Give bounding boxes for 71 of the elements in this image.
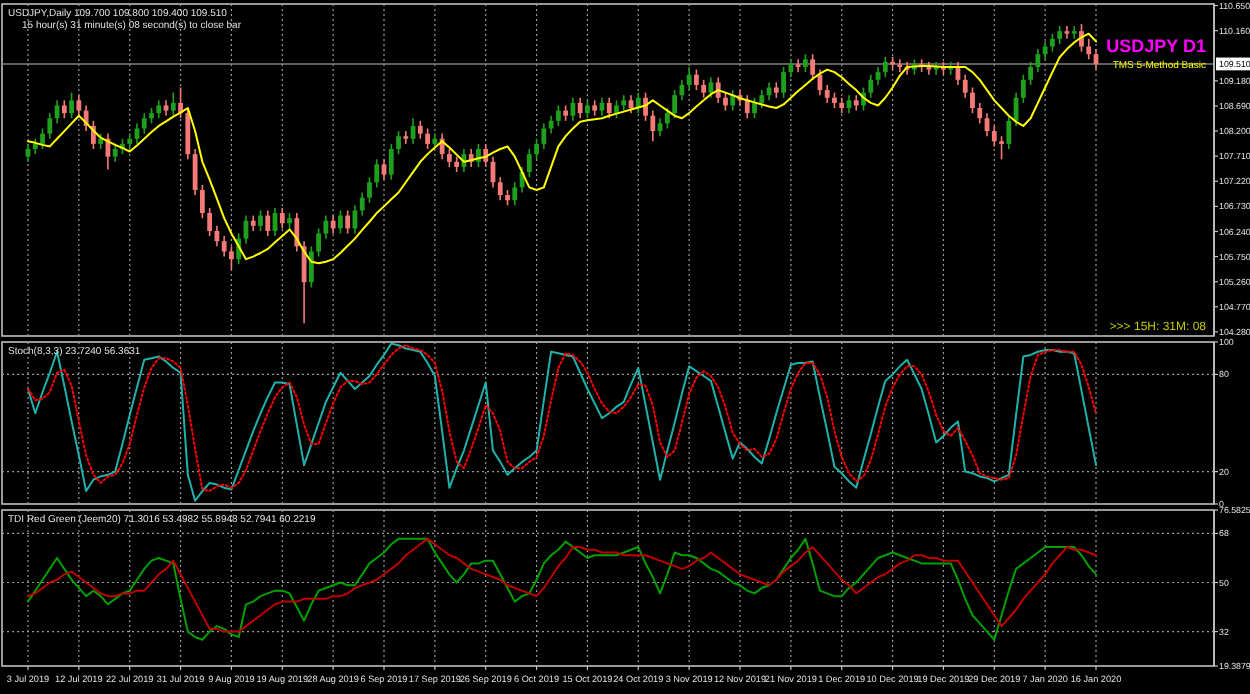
candlestick [1071,25,1077,40]
candlestick [715,76,721,104]
candlestick [294,212,300,253]
candlestick [185,107,191,161]
candlestick [650,109,656,143]
candlestick [396,130,401,155]
candlestick [534,137,539,161]
candlestick [40,127,45,150]
candlestick [897,58,903,73]
candlestick [752,96,757,120]
candlestick [308,245,314,289]
candlestick [141,112,147,135]
candlestick [403,130,409,145]
candlestick [1086,38,1092,61]
candlestick [1028,61,1034,86]
candlestick [512,181,518,207]
candlestick [207,207,213,237]
candlestick [47,112,53,140]
candlestick [367,176,372,204]
candlestick [868,73,874,99]
candlestick [970,86,975,114]
candlestick [577,96,583,120]
candlestick [679,79,685,102]
candlestick [1035,48,1041,73]
candlestick [258,209,263,232]
candlestick [795,58,801,73]
candlestick [497,176,503,202]
candlestick [999,135,1004,161]
text: USDJPY D1 [1106,36,1206,56]
candlestick [555,104,561,127]
candlestick [991,125,997,148]
candlestick [388,143,394,181]
candlestick [316,227,322,258]
candlestick [1064,25,1070,40]
candlestick [643,91,648,122]
candlestick [1020,73,1026,104]
candlestick [69,91,74,120]
candlestick [192,148,198,196]
candlestick [977,102,983,125]
candlestick [214,225,220,248]
candlestick [345,209,351,235]
candlestick [1006,114,1012,150]
candlestick [570,96,576,122]
candlestick [359,191,365,217]
candlestick [76,94,82,117]
candlestick [425,127,430,150]
candlestick [781,66,786,99]
candlestick [882,55,888,79]
candlestick [170,91,176,117]
candlestick [374,158,380,189]
candlestick [686,66,692,91]
candlestick [199,184,205,219]
candlestick [229,245,234,271]
candlestick [664,107,670,130]
candlestick [810,53,816,81]
candlestick [962,73,968,99]
candlestick [265,209,271,237]
candlestick [606,96,612,120]
candlestick [483,143,489,168]
candlestick [323,214,329,240]
candlestick [526,148,532,178]
candlestick [1079,23,1084,53]
candlestick [694,68,699,91]
candlestick [541,122,547,150]
candlestick [730,89,736,112]
candlestick [338,209,343,235]
candlestick [381,158,387,181]
candlestick [672,89,678,120]
candlestick [744,94,750,120]
candlestick [221,235,227,258]
candlestick [279,207,285,230]
